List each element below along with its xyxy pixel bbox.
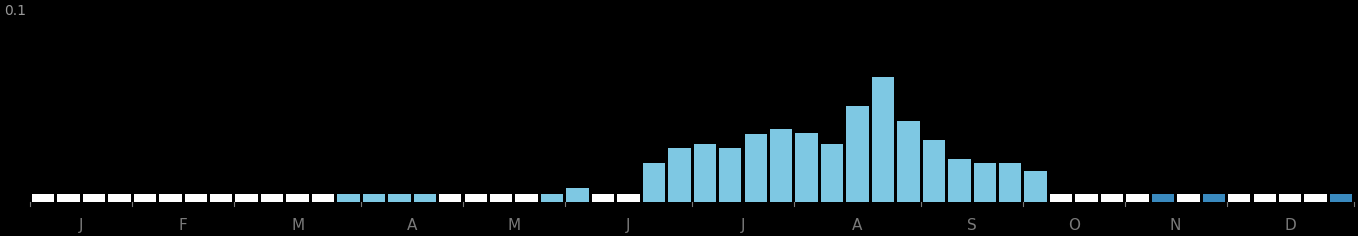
Bar: [1228, 194, 1251, 202]
Bar: [439, 194, 462, 202]
Bar: [1279, 194, 1301, 202]
Bar: [948, 159, 971, 194]
Text: D: D: [1285, 218, 1296, 233]
Bar: [846, 194, 869, 202]
Bar: [261, 194, 284, 202]
Text: S: S: [967, 218, 976, 233]
Bar: [668, 194, 691, 202]
Text: M: M: [291, 218, 304, 233]
Bar: [1253, 194, 1277, 202]
Bar: [820, 194, 843, 202]
Bar: [235, 194, 258, 202]
Bar: [974, 163, 995, 194]
Bar: [744, 194, 767, 202]
Text: F: F: [179, 218, 187, 233]
Bar: [210, 194, 232, 202]
Bar: [744, 135, 767, 194]
Bar: [1024, 171, 1047, 194]
Bar: [1101, 194, 1123, 202]
Text: N: N: [1171, 218, 1181, 233]
Bar: [770, 129, 792, 194]
Bar: [566, 188, 589, 194]
Bar: [999, 194, 1021, 202]
Bar: [1076, 194, 1097, 202]
Bar: [1050, 194, 1073, 202]
Bar: [872, 77, 894, 194]
Bar: [1126, 194, 1149, 202]
Text: A: A: [853, 218, 862, 233]
Bar: [414, 194, 436, 202]
Text: J: J: [79, 218, 83, 233]
Bar: [363, 194, 386, 202]
Bar: [796, 194, 818, 202]
Bar: [592, 194, 614, 202]
Bar: [1177, 194, 1199, 202]
Bar: [872, 194, 894, 202]
Bar: [1305, 194, 1327, 202]
Bar: [642, 163, 665, 194]
Bar: [337, 194, 360, 202]
Bar: [83, 194, 105, 202]
Bar: [31, 194, 54, 202]
Bar: [846, 106, 869, 194]
Bar: [898, 121, 919, 194]
Bar: [1152, 194, 1175, 202]
Bar: [796, 133, 818, 194]
Bar: [287, 194, 308, 202]
Bar: [922, 194, 945, 202]
Bar: [668, 148, 691, 194]
Bar: [1203, 194, 1225, 202]
Bar: [720, 194, 741, 202]
Text: M: M: [508, 218, 520, 233]
Text: J: J: [626, 218, 630, 233]
Bar: [185, 194, 206, 202]
Bar: [999, 163, 1021, 194]
Bar: [312, 194, 334, 202]
Bar: [618, 194, 640, 202]
Bar: [642, 194, 665, 202]
Bar: [388, 194, 410, 202]
Bar: [948, 194, 971, 202]
Bar: [566, 194, 589, 202]
Bar: [974, 194, 995, 202]
Bar: [1329, 194, 1353, 202]
Bar: [720, 148, 741, 194]
Bar: [820, 144, 843, 194]
Text: O: O: [1067, 218, 1080, 233]
Text: A: A: [407, 218, 417, 233]
Bar: [159, 194, 182, 202]
Bar: [694, 144, 716, 194]
Bar: [490, 194, 512, 202]
Bar: [1024, 194, 1047, 202]
Bar: [133, 194, 156, 202]
Bar: [109, 194, 130, 202]
Bar: [770, 194, 792, 202]
Bar: [516, 194, 538, 202]
Bar: [57, 194, 80, 202]
Bar: [898, 194, 919, 202]
Bar: [694, 194, 716, 202]
Bar: [922, 140, 945, 194]
Text: J: J: [740, 218, 746, 233]
Bar: [464, 194, 488, 202]
Bar: [540, 194, 564, 202]
